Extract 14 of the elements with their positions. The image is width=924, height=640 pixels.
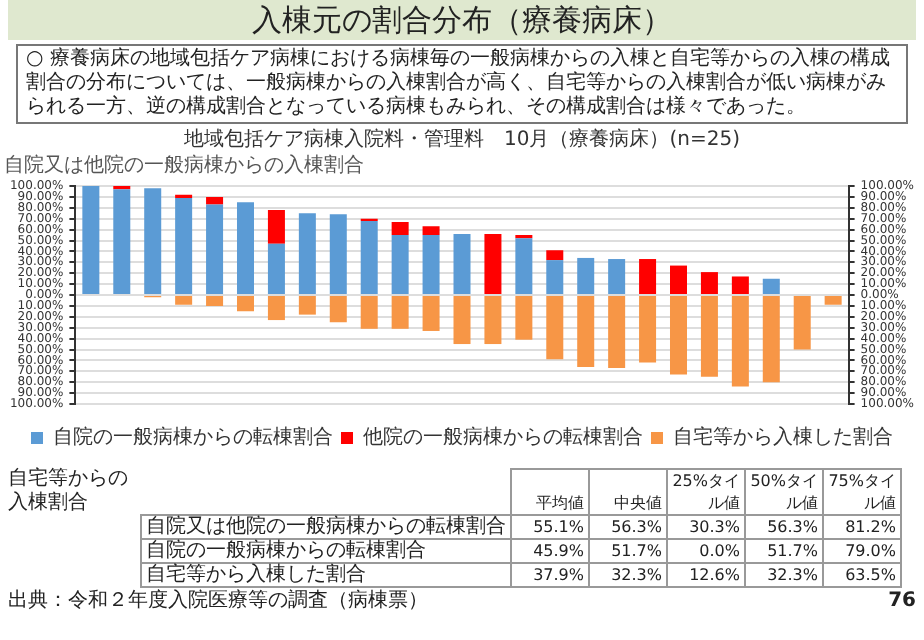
source-note: 出典：令和２年度入院医療等の調査（病棟票） (8, 590, 428, 614)
text: ○ 療養病床の地域包括ケア病棟における病棟毎の一般病棟からの入棟と自宅等からの入棟の構成割合の分布については、一般病棟からの入棟割合が高く、自宅等からの入棟割合が低い病棟がみられる一方、逆の構成割合となっている病棟もみられ、その構成割合は様々であった。 (16, 44, 908, 124)
legend-label: 自院の一般病棟からの転棟割合 (53, 425, 333, 450)
y-axis-title: 自院又は他院の一般病棟からの入棟割合 (4, 153, 364, 178)
text: 76 (888, 590, 916, 614)
text: 自院の一般病棟からの転棟割合 45.9% 51.7% 0.0% 51.7% 79.0% (146, 540, 896, 562)
chart-subtitle: 地域包括ケア病棟入院料・管理料 10月（療養病床）(n=25) (182, 127, 741, 152)
legend-label: 他院の一般病棟からの転棟割合 (363, 425, 643, 450)
text: 自院又は他院の一般病棟からの転棟割合 55.1% 56.3% 30.3% 56.3% 81.2% (146, 516, 896, 538)
chart-title: 入棟元の割合分布（療養病床） (8, 0, 916, 40)
text: 自宅等からの入棟割合 (8, 468, 130, 516)
legend-label: 自宅等から入棟した割合 (673, 425, 893, 450)
text: 自宅等から入棟した割合 37.9% 32.3% 12.6% 32.3% 63.5% (146, 564, 896, 586)
text: 平均値 中央値 25%タイル値 50%タイル値 75%タイル値 (536, 472, 896, 512)
